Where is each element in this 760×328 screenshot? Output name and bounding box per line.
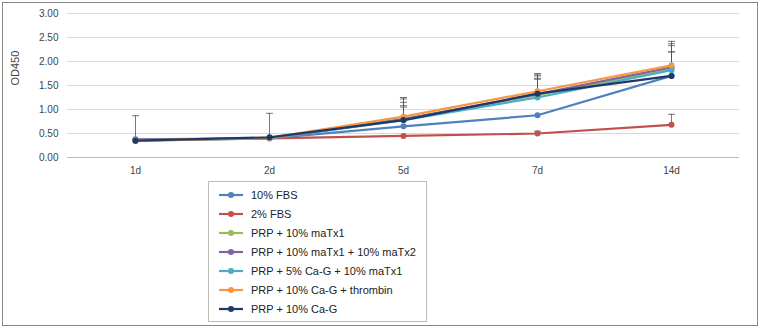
svg-text:OD450: OD450 (9, 51, 21, 86)
svg-text:14d: 14d (663, 165, 680, 176)
svg-text:0.00: 0.00 (39, 152, 59, 163)
svg-text:1.50: 1.50 (39, 80, 59, 91)
svg-text:2.00: 2.00 (39, 56, 59, 67)
svg-text:3.00: 3.00 (39, 8, 59, 19)
svg-text:5d: 5d (398, 165, 409, 176)
svg-text:2d: 2d (264, 165, 275, 176)
svg-text:1.00: 1.00 (39, 104, 59, 115)
svg-text:2.50: 2.50 (39, 32, 59, 43)
svg-text:1d: 1d (130, 165, 141, 176)
html-text:PRP + 10% maTx1: PRP + 10% maTx1 (251, 226, 345, 239)
svg-text:0.50: 0.50 (39, 128, 59, 139)
html-text:10% FBS: 10% FBS (251, 188, 298, 201)
html-text:PRP + 5% Ca-G + 10% maTx1: PRP + 5% Ca-G + 10% maTx1 (251, 264, 403, 277)
html-text:PRP + 10% Ca-G: PRP + 10% Ca-G (251, 302, 338, 315)
html-text:PRP + 10% Ca-G + thrombin: PRP + 10% Ca-G + thrombin (251, 283, 393, 296)
html-text:2% FBS: 2% FBS (251, 207, 292, 220)
html-text:PRP + 10% maTx1 + 10% maTx2: PRP + 10% maTx1 + 10% maTx2 (251, 245, 416, 258)
svg-text:7d: 7d (532, 165, 543, 176)
